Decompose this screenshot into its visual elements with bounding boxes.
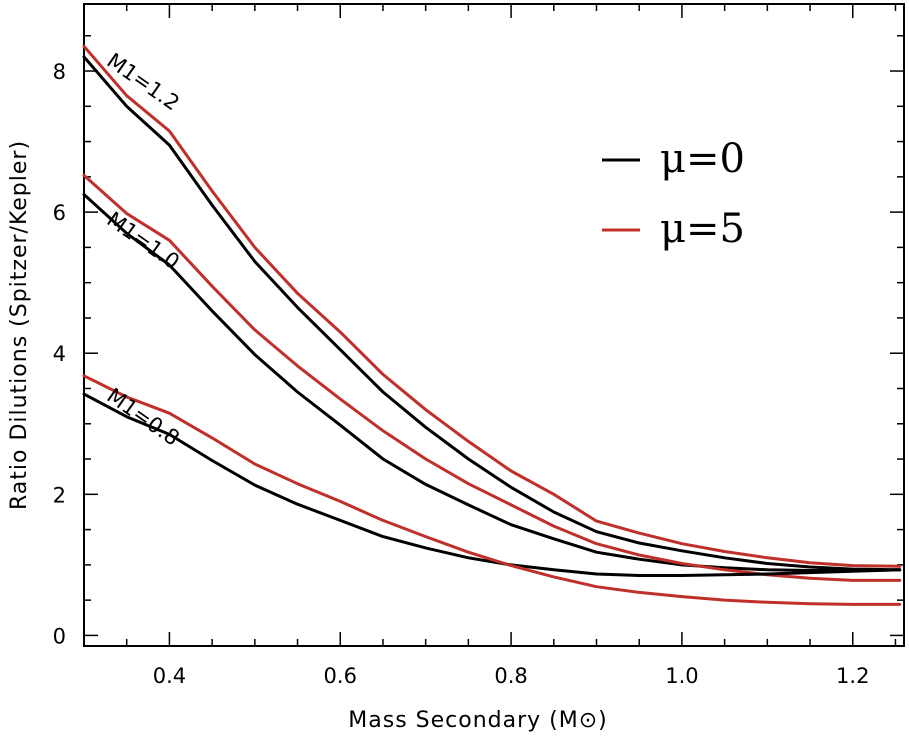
series-line-3 (82, 173, 902, 582)
series-line-1 (82, 44, 902, 568)
curve-label-2: M1=0.8 (102, 384, 183, 451)
series-lines (82, 44, 902, 606)
y-tick-label: 2 (53, 483, 66, 507)
x-axis-label: Mass Secondary (M⊙) (348, 708, 607, 733)
legend: μ=0 μ=5 (602, 136, 745, 252)
x-tick-label: 0.6 (324, 664, 357, 688)
legend-label-mu5: μ=5 (660, 206, 745, 252)
y-tick-label: 0 (53, 624, 66, 648)
y-axis-label: Ratio Dilutions (Spitzer/Kepler) (7, 140, 32, 510)
y-tick-label: 8 (53, 60, 66, 84)
y-tick-label: 4 (53, 342, 66, 366)
series-line-2 (82, 193, 902, 572)
x-tick-label: 0.8 (494, 664, 527, 688)
x-tick-label: 1.2 (836, 664, 869, 688)
y-tick-label: 6 (53, 201, 66, 225)
axis-tick-labels: 0.4 0.6 0.8 1.0 1.2 0 2 4 6 8 (53, 60, 870, 688)
x-tick-label: 0.4 (153, 664, 186, 688)
series-line-5 (82, 374, 902, 606)
legend-label-mu0: μ=0 (660, 136, 745, 182)
x-tick-label: 1.0 (665, 664, 698, 688)
series-line-4 (82, 392, 902, 577)
series-line-0 (82, 55, 902, 572)
axis-ticks (83, 4, 904, 646)
plot-frame (83, 3, 905, 647)
